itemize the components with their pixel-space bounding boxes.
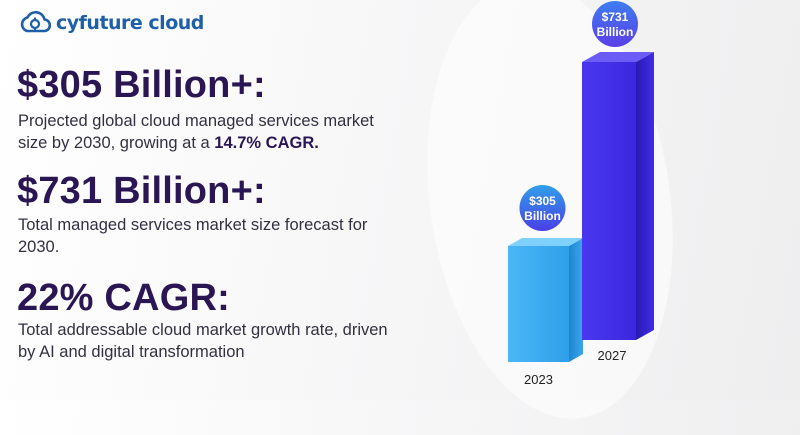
value-badge-2023 <box>519 185 566 232</box>
value-label-2027: $731 <box>602 10 629 24</box>
value-label-2023: $305 <box>529 194 556 208</box>
cloud-logo-icon <box>20 11 52 33</box>
brand-logo: cyfuture cloud <box>18 9 204 37</box>
stat-desc-cagr: Total addressable cloud market growth ra… <box>18 319 398 363</box>
brand-name: cyfuture cloud <box>56 12 204 34</box>
category-label-2023: 2023 <box>524 372 553 387</box>
value-label-2027: Billion <box>597 25 634 39</box>
value-label-2023: Billion <box>524 209 561 223</box>
bar-2023-front <box>508 246 569 362</box>
stat-desc-highlight: 14.7% CAGR. <box>214 134 319 152</box>
bar-2027-front <box>582 62 636 340</box>
stat-desc-managed-services: Total managed services market size forec… <box>18 214 398 258</box>
stat-desc-market-size: Projected global cloud managed services … <box>18 110 398 154</box>
stat-title-market-size: $305 Billion+: <box>17 64 266 106</box>
bar-2023-top <box>508 238 583 247</box>
value-badge-2027 <box>592 1 638 47</box>
stat-desc-text: Total managed services market size forec… <box>18 216 368 256</box>
stat-title-cagr: 22% CAGR: <box>17 277 230 319</box>
bar-2023-side <box>569 238 583 362</box>
stat-desc-text: Total addressable cloud market growth ra… <box>18 321 388 361</box>
category-label-2027: 2027 <box>598 348 627 363</box>
stat-desc-text: Projected global cloud managed services … <box>18 112 374 152</box>
bar-2027-top <box>582 52 654 62</box>
stat-title-managed-services: $731 Billion+: <box>17 170 266 212</box>
bar-2027-side <box>636 52 654 340</box>
